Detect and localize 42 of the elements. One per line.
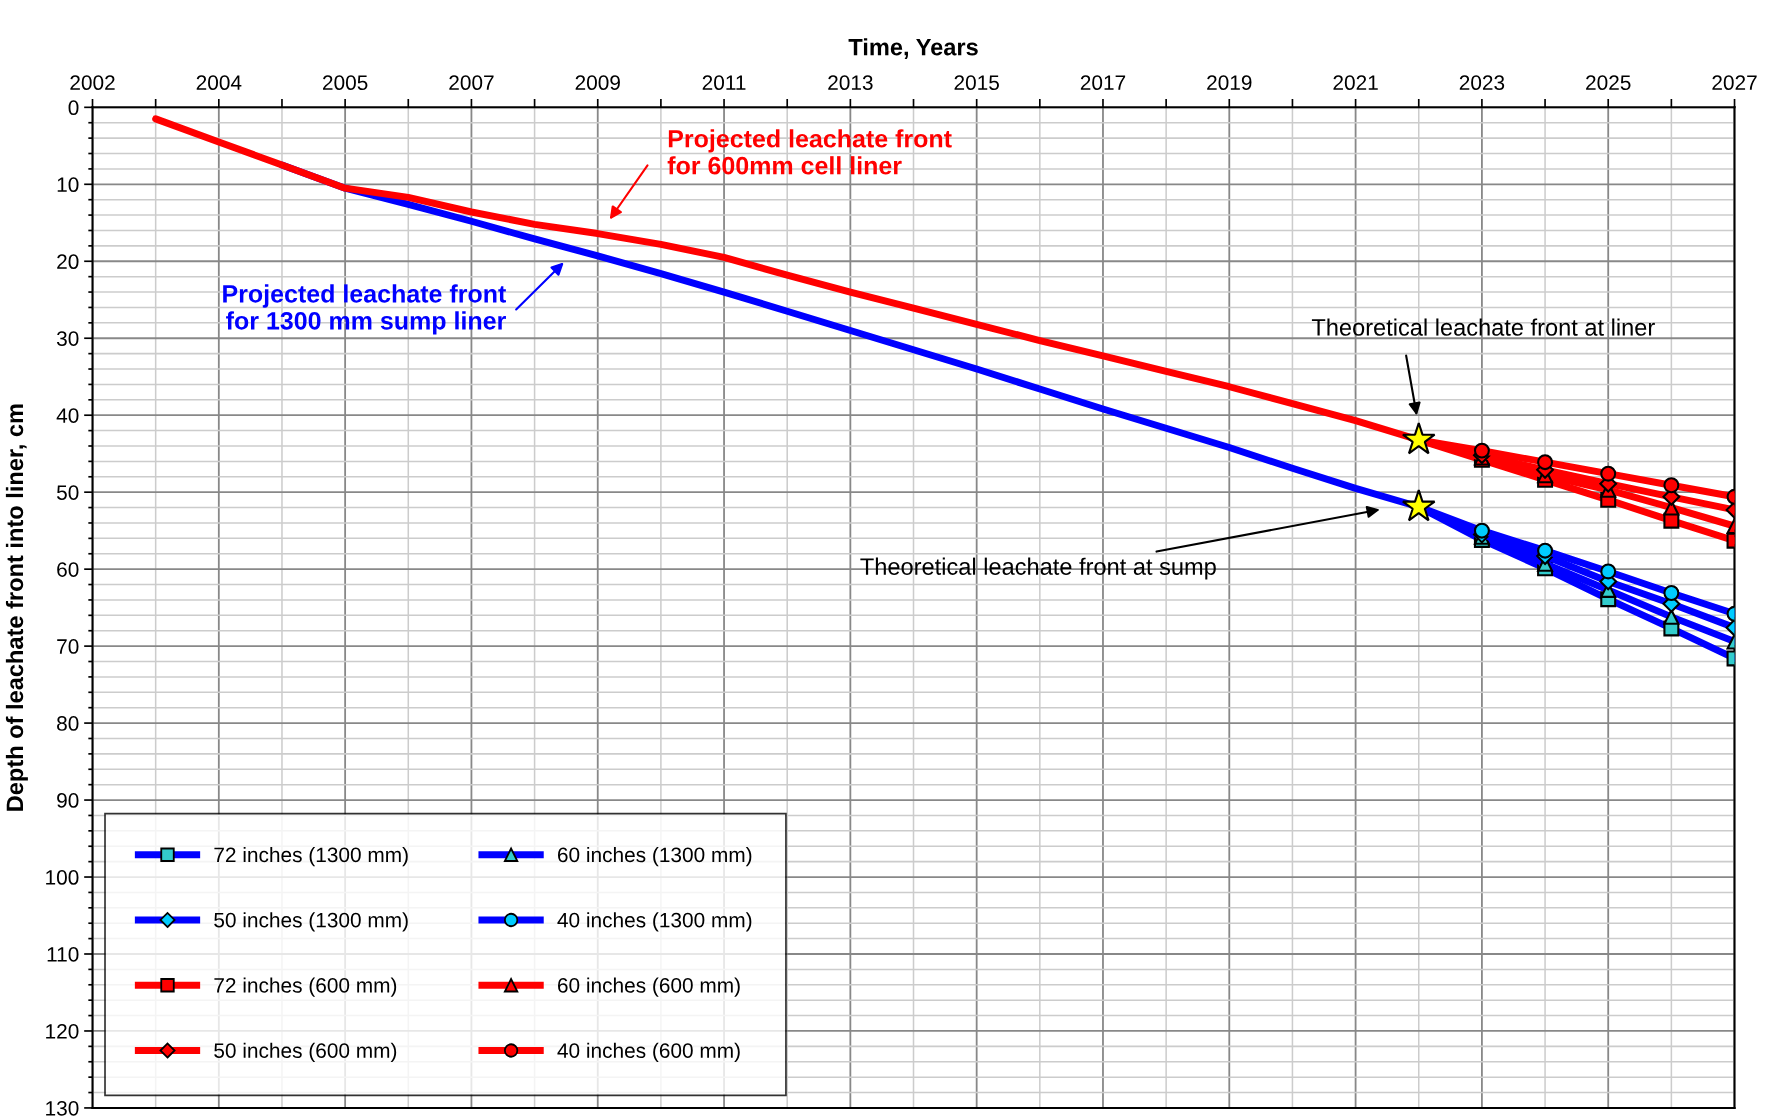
y-tick-label: 120 — [46, 1023, 79, 1039]
x-tick-label: 2021 — [1333, 75, 1378, 91]
y-tick-label: 20 — [57, 254, 79, 270]
annotation: Projected leachate front for 1300 mm sump liner — [223, 284, 507, 335]
y-tick-label: 80 — [57, 716, 79, 731]
legend-label: 40 inches (600 mm) — [557, 1042, 740, 1063]
y-tick-label: 10 — [57, 177, 79, 193]
y-tick-label: 0 — [68, 100, 79, 116]
y-tick-label: 110 — [47, 947, 79, 962]
x-tick-label: 2004 — [196, 75, 242, 91]
y-tick-label: 100 — [46, 870, 79, 885]
y-tick-label: 90 — [57, 793, 79, 808]
y-tick-label: 70 — [57, 639, 79, 654]
legend-label: 60 inches (1300 mm) — [557, 846, 752, 867]
legend-label: 50 inches (600 mm) — [214, 1042, 397, 1063]
annotation: Theoretical leachate front at sump — [860, 557, 1216, 580]
annotation: Projected leachate front for 600mm cell liner — [667, 129, 952, 175]
x-tick-label: 2005 — [323, 75, 368, 91]
legend-label: 60 inches (600 mm) — [557, 977, 740, 997]
x-tick-label: 2023 — [1459, 75, 1505, 91]
x-axis-title: Time, Years — [848, 38, 978, 59]
x-tick-label: 2009 — [575, 75, 620, 91]
x-tick-label: 2007 — [449, 75, 494, 91]
x-tick-label: 2027 — [1712, 75, 1757, 91]
y-tick-label: 60 — [57, 562, 79, 577]
legend-label: 72 inches (600 mm) — [214, 977, 397, 997]
x-tick-label: 2025 — [1586, 75, 1631, 91]
legend-label: 72 inches (1300 mm) — [214, 846, 408, 867]
y-tick-label: 30 — [56, 331, 79, 346]
x-tick-label: 2015 — [954, 75, 999, 91]
annotation: Theoretical leachate front at liner — [1311, 318, 1655, 336]
x-tick-label: 2019 — [1207, 75, 1252, 91]
x-tick-label: 2011 — [702, 75, 746, 91]
y-axis-title: Depth of leachate front into liner, cm — [5, 404, 28, 811]
legend-label: 40 inches (1300 mm) — [557, 912, 752, 932]
y-tick-label: 130 — [46, 1100, 79, 1116]
legend-label: 50 inches (1300 mm) — [214, 912, 408, 932]
y-tick-label: 40 — [56, 408, 79, 423]
y-tick-label: 50 — [56, 485, 79, 500]
x-tick-label: 2002 — [70, 75, 115, 91]
x-tick-label: 2013 — [828, 75, 873, 91]
x-tick-label: 2017 — [1080, 75, 1126, 91]
